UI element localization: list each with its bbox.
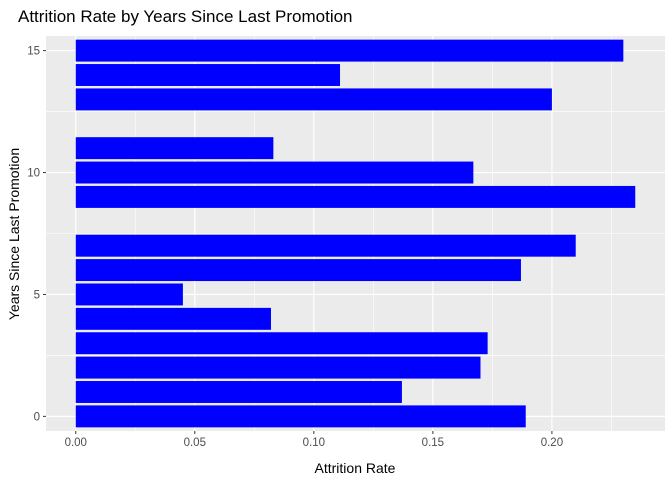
y-tick-label: 5 [34,289,40,301]
chart-title: Attrition Rate by Years Since Last Promo… [18,7,353,26]
bar-10 [75,161,474,184]
y-tick-label: 0 [34,411,40,423]
x-tick-label: 0.20 [541,437,563,449]
bar-4 [75,307,271,330]
bar-1 [75,381,402,403]
x-tick-label: 0.15 [422,437,444,449]
bar-7 [75,234,576,257]
y-axis: 0 5 10 15 [27,46,46,423]
x-axis: 0.00 0.05 0.10 0.15 0.20 [65,431,563,449]
bar-6 [75,259,521,282]
bars-group [75,39,636,428]
y-axis-title: Years Since Last Promotion [6,148,22,320]
bar-2 [75,356,481,379]
bar-3 [75,332,488,355]
bar-5 [75,283,183,306]
y-tick-label: 15 [27,46,40,58]
bar-11 [75,137,274,160]
bar-9 [75,185,636,208]
bar-14 [75,64,341,86]
bar-15 [75,39,624,62]
bar-13 [75,88,552,111]
x-tick-label: 0.05 [184,437,206,449]
y-tick-label: 10 [27,168,40,180]
x-tick-label: 0.10 [303,437,325,449]
x-axis-title: Attrition Rate [315,460,396,476]
bar-0 [75,405,526,428]
x-tick-label: 0.00 [65,437,87,449]
